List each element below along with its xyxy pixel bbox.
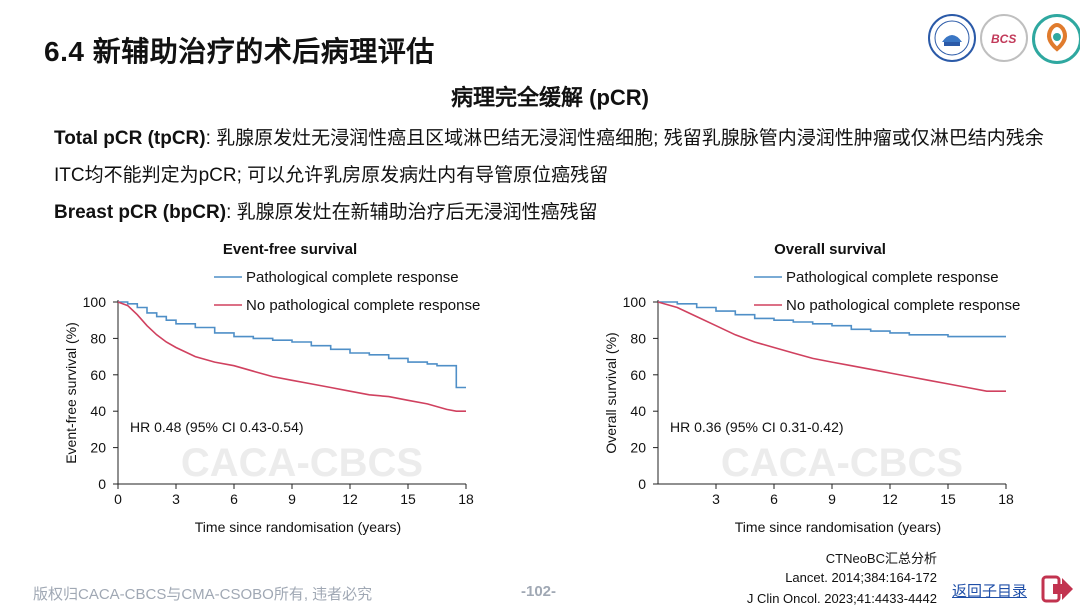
y-axis-label: Overall survival (%) — [603, 332, 619, 453]
arrow-right-icon[interactable] — [1041, 574, 1075, 604]
chart-title: Overall survival — [774, 241, 886, 258]
series-line-1 — [657, 301, 1006, 392]
watermark: CACA-CBCS — [721, 441, 963, 485]
copyright-notice: 版权归CACA-CBCS与CMA-CSOBO所有, 违者必究 — [33, 586, 373, 603]
y-tick-label: 40 — [90, 403, 106, 419]
x-tick-label: 18 — [458, 491, 474, 507]
x-tick-label: 12 — [882, 491, 898, 507]
legend-label-0: Pathological complete response — [786, 269, 999, 286]
y-tick-label: 20 — [90, 440, 106, 456]
watermark: CACA-CBCS — [181, 441, 423, 485]
hazard-ratio-annotation: HR 0.48 (95% CI 0.43-0.54) — [130, 419, 304, 435]
y-axis-label: Event-free survival (%) — [63, 322, 79, 464]
y-tick-label: 0 — [98, 476, 106, 492]
y-tick-label: 20 — [630, 440, 646, 456]
svg-text:BCS: BCS — [991, 32, 1016, 46]
x-tick-label: 6 — [770, 491, 778, 507]
y-tick-label: 80 — [630, 330, 646, 346]
bcs-logo: BCS — [980, 14, 1028, 62]
legend-label-1: No pathological complete response — [246, 297, 480, 314]
x-tick-label: 0 — [114, 491, 122, 507]
university-seal-logo — [928, 14, 976, 62]
x-tick-label: 6 — [230, 491, 238, 507]
series-line-1 — [117, 301, 466, 412]
x-tick-label: 9 — [288, 491, 296, 507]
back-to-submenu-link[interactable]: 返回子目录 — [952, 583, 1028, 600]
y-tick-label: 80 — [90, 330, 106, 346]
hazard-ratio-annotation: HR 0.36 (95% CI 0.31-0.42) — [670, 419, 844, 435]
x-axis-label: Time since randomisation (years) — [195, 519, 401, 535]
legend-label-0: Pathological complete response — [246, 269, 459, 286]
x-tick-label: 3 — [172, 491, 180, 507]
y-tick-label: 100 — [83, 294, 107, 310]
bpcr-text: : 乳腺原发灶在新辅助治疗后无浸润性癌残留 — [226, 202, 598, 223]
y-tick-label: 60 — [630, 367, 646, 383]
source-line-1: CTNeoBC汇总分析 — [825, 551, 937, 566]
tpcr-term: Total pCR (tpCR) — [54, 128, 206, 149]
seal-emblem-icon — [934, 20, 970, 56]
legend-label-1: No pathological complete response — [786, 297, 1020, 314]
source-line-2: Lancet. 2014;384:164-172 — [785, 570, 937, 585]
series-line-0 — [118, 301, 466, 389]
x-tick-label: 9 — [828, 491, 836, 507]
bcs-mark-icon: BCS — [991, 32, 1016, 46]
x-tick-label: 3 — [712, 491, 720, 507]
ribbon-icon — [1047, 23, 1067, 52]
x-tick-label: 15 — [400, 491, 416, 507]
tpcr-text: : 乳腺原发灶无浸润性癌且区域淋巴结无浸润性癌细胞; 残留乳腺脉管内浸润性肿瘤或… — [54, 128, 1044, 186]
x-tick-label: 18 — [998, 491, 1014, 507]
y-tick-label: 40 — [630, 403, 646, 419]
caca-cbcs-logo — [1032, 14, 1080, 64]
y-tick-label: 60 — [90, 367, 106, 383]
series-line-0 — [658, 301, 1006, 338]
tpcr-definition: Total pCR (tpCR): 乳腺原发灶无浸润性癌且区域淋巴结无浸润性癌细… — [54, 120, 1064, 194]
source-line-3: J Clin Oncol. 2023;41:4433-4442 — [746, 591, 937, 606]
section-subtitle: 病理完全缓解 (pCR) — [451, 85, 649, 110]
x-tick-label: 15 — [940, 491, 956, 507]
page-title: 6.4 新辅助治疗的术后病理评估 — [44, 36, 435, 67]
x-tick-label: 12 — [342, 491, 358, 507]
page-number: -102- — [521, 583, 557, 600]
x-axis-label: Time since randomisation (years) — [735, 519, 941, 535]
y-tick-label: 0 — [638, 476, 646, 492]
bpcr-definition: Breast pCR (bpCR): 乳腺原发灶在新辅助治疗后无浸润性癌残留 — [54, 194, 598, 231]
chart-title: Event-free survival — [223, 241, 357, 258]
bpcr-term: Breast pCR (bpCR) — [54, 202, 227, 223]
overall-survival-chart: CACA-CBCS Overall survival 0 20 40 60 80 100 3 6 9… — [603, 241, 1020, 535]
y-tick-label: 100 — [623, 294, 647, 310]
